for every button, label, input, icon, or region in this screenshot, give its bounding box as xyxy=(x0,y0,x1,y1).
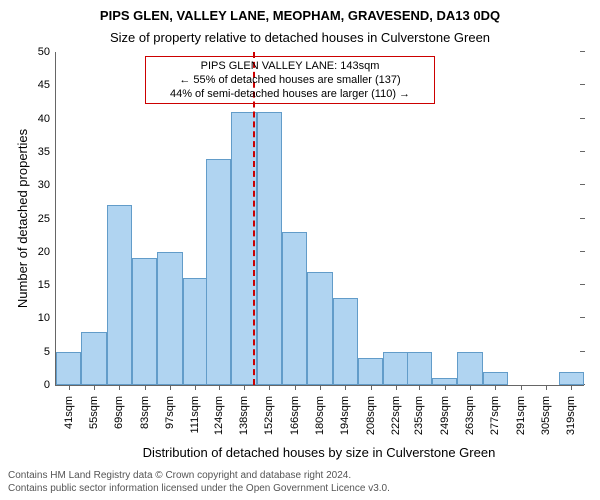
histogram-bar xyxy=(81,332,106,385)
histogram-bar xyxy=(157,252,182,385)
x-tick-label: 97sqm xyxy=(164,396,176,446)
y-tick-label: 45 xyxy=(38,79,56,91)
histogram-bar xyxy=(483,372,508,385)
y-tick-label: 20 xyxy=(38,246,56,258)
x-tick-label: 41sqm xyxy=(63,396,75,446)
x-tick-label: 319sqm xyxy=(565,396,577,446)
x-tick-label: 291sqm xyxy=(515,396,527,446)
x-tick-label: 249sqm xyxy=(439,396,451,446)
annotation-line-3: 44% of semi-detached houses are larger (… xyxy=(152,88,428,102)
footer-line-2: Contains public sector information licen… xyxy=(8,483,592,496)
histogram-bar xyxy=(407,352,432,385)
x-tick-label: 111sqm xyxy=(189,396,201,446)
histogram-bar xyxy=(333,298,358,385)
x-tick-label: 124sqm xyxy=(213,396,225,446)
y-tick-label: 25 xyxy=(38,213,56,225)
histogram-bar xyxy=(206,159,231,385)
x-tick-label: 222sqm xyxy=(390,396,402,446)
x-tick-label: 180sqm xyxy=(314,396,326,446)
x-tick-label: 235sqm xyxy=(413,396,425,446)
x-axis-label: Distribution of detached houses by size … xyxy=(55,445,583,460)
y-tick-label: 30 xyxy=(38,179,56,191)
y-tick-label: 40 xyxy=(38,113,56,125)
histogram-bar xyxy=(383,352,408,385)
histogram-bar xyxy=(457,352,482,385)
histogram-bar xyxy=(183,278,208,385)
x-tick-label: 166sqm xyxy=(289,396,301,446)
x-tick-label: 138sqm xyxy=(238,396,250,446)
x-tick-label: 194sqm xyxy=(339,396,351,446)
histogram-bar xyxy=(282,232,307,385)
annotation-line-1: PIPS GLEN VALLEY LANE: 143sqm xyxy=(152,60,428,74)
y-tick-label: 15 xyxy=(38,279,56,291)
x-tick-label: 69sqm xyxy=(113,396,125,446)
histogram-bar xyxy=(132,258,157,385)
y-tick-label: 35 xyxy=(38,146,56,158)
chart-container: PIPS GLEN, VALLEY LANE, MEOPHAM, GRAVESE… xyxy=(0,0,600,500)
y-axis-label: Number of detached properties xyxy=(15,52,30,385)
x-tick-label: 277sqm xyxy=(489,396,501,446)
y-tick-label: 0 xyxy=(44,379,56,391)
y-tick-label: 50 xyxy=(38,46,56,58)
histogram-bar xyxy=(307,272,332,385)
histogram-bar xyxy=(56,352,81,385)
chart-title-main: PIPS GLEN, VALLEY LANE, MEOPHAM, GRAVESE… xyxy=(0,8,600,23)
x-tick-label: 152sqm xyxy=(263,396,275,446)
x-tick-label: 263sqm xyxy=(464,396,476,446)
histogram-bar xyxy=(107,205,132,385)
histogram-bar xyxy=(358,358,383,385)
y-tick-label: 5 xyxy=(44,346,56,358)
y-tick-label: 10 xyxy=(38,312,56,324)
footer-line-1: Contains HM Land Registry data © Crown c… xyxy=(8,470,592,483)
footer-attribution: Contains HM Land Registry data © Crown c… xyxy=(8,470,592,495)
x-tick-label: 305sqm xyxy=(540,396,552,446)
annotation-line-2: ← 55% of detached houses are smaller (13… xyxy=(152,74,428,88)
x-tick-label: 83sqm xyxy=(139,396,151,446)
x-tick-label: 55sqm xyxy=(88,396,100,446)
histogram-bar xyxy=(559,372,584,385)
x-tick-label: 208sqm xyxy=(365,396,377,446)
chart-title-sub: Size of property relative to detached ho… xyxy=(0,30,600,45)
annotation-box: PIPS GLEN VALLEY LANE: 143sqm ← 55% of d… xyxy=(145,56,435,104)
histogram-bar xyxy=(257,112,282,385)
histogram-bar xyxy=(432,378,457,385)
